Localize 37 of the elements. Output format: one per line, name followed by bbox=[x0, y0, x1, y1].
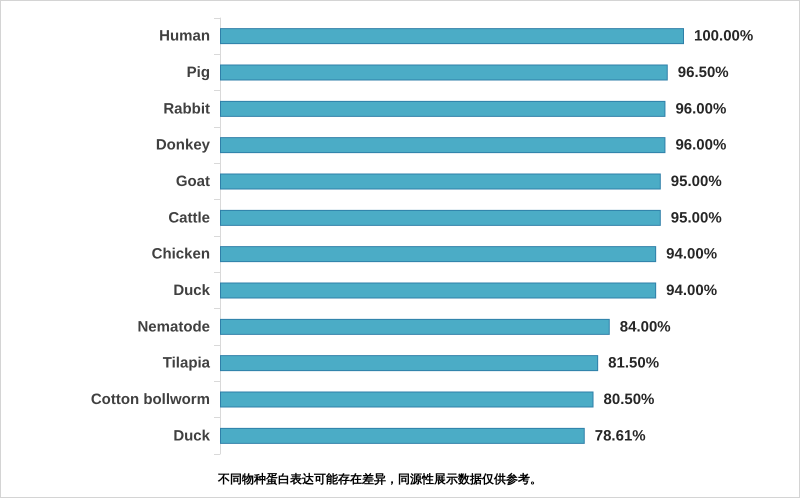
y-tick-label: Chicken bbox=[152, 246, 210, 263]
data-label: 80.50% bbox=[604, 391, 654, 408]
y-tick-label: Cotton bollworm bbox=[90, 391, 210, 408]
y-tick-label: Pig bbox=[186, 64, 210, 81]
y-tick-label: Rabbit bbox=[163, 100, 210, 118]
data-label: 94.00% bbox=[666, 246, 718, 263]
data-label: 78.61% bbox=[594, 427, 646, 444]
bar bbox=[220, 210, 661, 226]
y-tick-label: Duck bbox=[173, 427, 211, 444]
bar bbox=[220, 355, 598, 372]
bar bbox=[220, 28, 684, 44]
data-label: 94.00% bbox=[666, 282, 718, 299]
y-tick-label: Cattle bbox=[168, 209, 210, 226]
y-tick-label: Goat bbox=[176, 173, 210, 190]
bar bbox=[220, 428, 585, 444]
bar bbox=[220, 64, 668, 80]
data-label: 100.00% bbox=[694, 28, 754, 45]
bar bbox=[220, 318, 610, 335]
y-tick-label: Tilapia bbox=[162, 354, 211, 372]
bar bbox=[220, 100, 666, 117]
data-label: 96.00% bbox=[675, 136, 726, 154]
data-label: 96.50% bbox=[678, 64, 729, 81]
data-label: 84.00% bbox=[620, 318, 671, 336]
text: 不同物种蛋白表达可能存在差异，同源性展示数据仅供参考。 bbox=[217, 472, 542, 486]
data-label: 95.00% bbox=[670, 173, 722, 190]
y-tick-label: Duck bbox=[173, 282, 211, 299]
y-tick-label: Donkey bbox=[156, 136, 211, 154]
y-tick-label: Human bbox=[159, 28, 210, 45]
bar bbox=[220, 174, 661, 190]
y-tick-label: Nematode bbox=[137, 318, 210, 336]
bar bbox=[220, 392, 594, 408]
data-label: 95.00% bbox=[670, 209, 722, 226]
bar bbox=[220, 137, 666, 154]
data-label: 96.00% bbox=[675, 100, 726, 118]
bar bbox=[220, 282, 656, 298]
data-label: 81.50% bbox=[608, 354, 660, 372]
bar bbox=[220, 246, 656, 262]
